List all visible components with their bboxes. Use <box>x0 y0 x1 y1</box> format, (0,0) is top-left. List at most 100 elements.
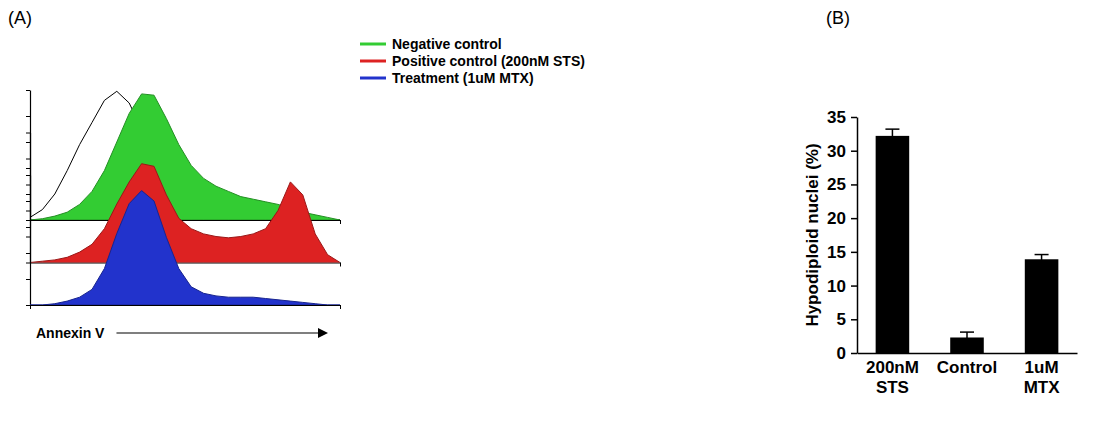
lane <box>26 133 341 267</box>
tick-label: 20 <box>827 209 846 228</box>
tick-mark <box>26 201 30 202</box>
error-cap <box>960 331 974 333</box>
background <box>0 0 1111 432</box>
tick: 15 <box>827 243 857 262</box>
legend-label: Treatment (1uM MTX) <box>392 70 534 86</box>
tick: 0 <box>837 344 857 363</box>
axis-title: Hypodiploid nuclei (%) <box>803 143 822 326</box>
tick <box>26 227 30 228</box>
tick <box>30 305 31 309</box>
tick: 5 <box>837 310 857 329</box>
panel-label: (A) <box>8 8 32 28</box>
plot-area <box>30 191 340 305</box>
tick-mark <box>26 142 30 143</box>
tick-mark <box>26 263 30 264</box>
tick-mark <box>340 220 341 224</box>
tick-mark <box>851 117 857 119</box>
tick-mark <box>26 168 30 169</box>
tick-mark <box>851 184 857 186</box>
tick <box>26 253 30 254</box>
tick-mark <box>26 220 30 221</box>
tick <box>340 305 341 309</box>
tick-label: 35 <box>827 108 846 127</box>
error-bar <box>960 332 974 343</box>
histogram <box>30 191 340 305</box>
tick-mark <box>26 133 30 134</box>
tick-label-line: 200nM <box>866 358 919 377</box>
tick: 35 <box>827 108 857 127</box>
axis-line <box>858 353 1078 355</box>
error-line <box>966 332 968 343</box>
arrow-head <box>318 328 328 338</box>
axis-line <box>857 118 859 354</box>
axis-line <box>31 305 341 306</box>
legend-swatch <box>360 60 386 63</box>
tick <box>26 237 30 238</box>
tick <box>26 211 30 212</box>
tick <box>26 159 30 160</box>
tick-mark <box>26 253 30 254</box>
tick-mark <box>851 252 857 254</box>
panel-label: (B) <box>826 8 850 28</box>
tick-label-line: STS <box>876 378 909 397</box>
tick <box>26 175 30 176</box>
legend-label: Positive control (200nM STS) <box>392 53 585 69</box>
tick-label: 200nMSTS <box>866 358 919 397</box>
tick-mark <box>26 194 30 195</box>
legend-label: Negative control <box>392 36 502 52</box>
tick-label: 1uMMTX <box>1024 358 1061 397</box>
error-cap <box>1035 254 1049 256</box>
tick-label-line: 1uM <box>1025 358 1059 377</box>
tick: 20 <box>827 209 857 228</box>
tick <box>26 194 30 195</box>
tick-mark <box>26 211 30 212</box>
tick-mark <box>26 305 30 306</box>
tick: 10 <box>827 277 857 296</box>
axis-line <box>31 262 341 263</box>
error-bar <box>1035 255 1049 264</box>
tick <box>26 201 30 202</box>
tick-label: 30 <box>827 142 846 161</box>
error-bar <box>885 129 899 142</box>
tick-label: 10 <box>827 277 846 296</box>
panel-b: (B) 0 5 10 15 20 25 30 35 Hypodiploid nuclei (%) 2… <box>803 8 1078 397</box>
tick-mark <box>26 159 30 160</box>
plot-area <box>876 129 1059 353</box>
plot-area <box>30 164 340 263</box>
tick <box>26 133 30 134</box>
tick-mark <box>30 305 31 309</box>
x-axis: 200nMSTS Control 1uMMTX <box>858 354 1078 397</box>
tick-mark <box>340 263 341 267</box>
legend-swatch <box>360 77 386 80</box>
tick-mark <box>26 279 30 280</box>
tick-label-line: Control <box>937 358 997 377</box>
tick-mark <box>851 353 857 355</box>
tick-label: 0 <box>837 344 846 363</box>
tick <box>26 116 30 117</box>
tick: 25 <box>827 175 857 194</box>
axis-line <box>30 176 31 306</box>
tick-mark <box>26 185 30 186</box>
tick <box>26 142 30 143</box>
tick <box>26 220 30 221</box>
tick <box>26 185 30 186</box>
histogram <box>30 164 340 263</box>
y-axis <box>26 176 31 306</box>
tick-mark <box>26 116 30 117</box>
legend: Negative controlPositive control (200nM … <box>360 36 585 86</box>
panel-a: (A)Annexin VNegative controlPositive con… <box>8 8 585 341</box>
tick-mark <box>851 319 857 321</box>
tick <box>340 220 341 224</box>
tick <box>26 263 30 264</box>
x-axis <box>31 263 341 267</box>
tick-label: 15 <box>827 243 846 262</box>
tick: Control <box>937 358 997 377</box>
tick-mark <box>26 175 30 176</box>
lane <box>26 176 341 310</box>
x-axis <box>31 305 341 309</box>
tick <box>26 90 30 91</box>
tick-mark <box>851 218 857 220</box>
tick: 200nMSTS <box>866 358 919 397</box>
tick <box>26 168 30 169</box>
tick-label: 25 <box>827 175 846 194</box>
